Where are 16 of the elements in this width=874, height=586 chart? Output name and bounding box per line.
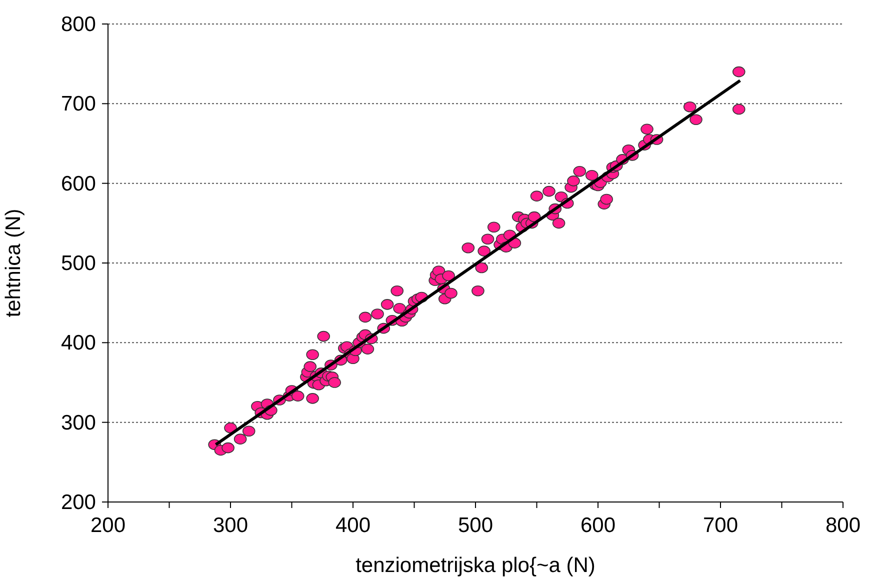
x-tick-label: 300 <box>212 514 248 537</box>
y-tick-label: 500 <box>60 252 96 275</box>
y-tick-label: 400 <box>60 332 96 355</box>
y-tick-label: 300 <box>60 411 96 434</box>
x-tick-label: 800 <box>825 514 861 537</box>
y-tick-label: 700 <box>60 92 96 116</box>
y-tick-label: 600 <box>60 172 96 196</box>
x-tick-label: 400 <box>335 514 371 537</box>
x-tick-label: 700 <box>702 514 738 537</box>
y-tick-label: 200 <box>60 491 96 514</box>
x-tick-label: 200 <box>90 514 126 537</box>
x-tick-label: 500 <box>458 514 494 537</box>
y-tick-label: 800 <box>60 13 96 36</box>
x-tick-label: 600 <box>580 514 616 537</box>
y-axis-title: tehtnica (N) <box>2 208 25 318</box>
x-axis-title: tenziometrijska plo{~a (N) <box>356 554 596 577</box>
